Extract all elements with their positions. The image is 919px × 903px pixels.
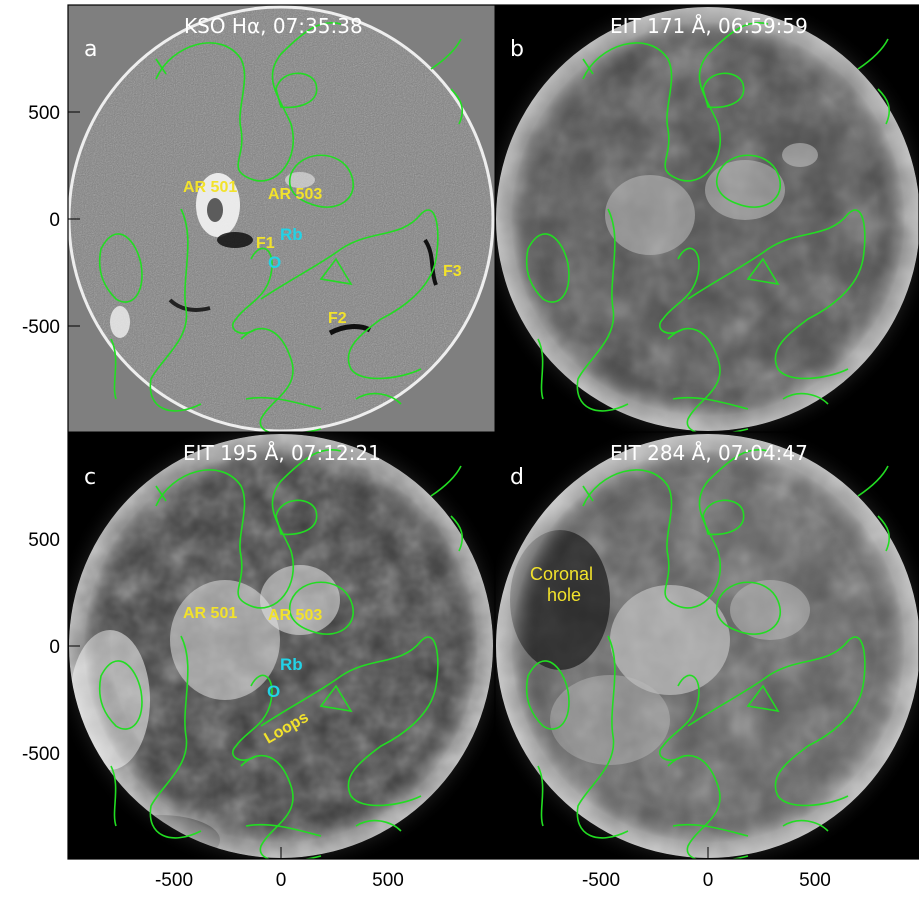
x-tick-neg500-right: -500	[582, 870, 620, 891]
panel-letter-c: c	[84, 465, 96, 490]
label-ar501-a: AR 501	[183, 179, 237, 196]
panel-letter-b: b	[510, 37, 524, 62]
label-rb-c: Rb	[280, 655, 303, 674]
panel-title-d: EIT 284 Å, 07:04:47	[610, 441, 808, 465]
panel-a: a KSO Hα, 07:35:38 AR 501 AR 503 F1 Rb O…	[68, 5, 495, 432]
x-tick-500-left: 500	[372, 870, 404, 891]
x-tick-500-right: 500	[799, 870, 831, 891]
y-tick-neg500-top: -500	[22, 317, 60, 338]
label-hole-d: hole	[547, 585, 581, 605]
y-tick-0-bottom: 0	[49, 637, 60, 658]
y-tick-500-bottom: 500	[28, 530, 60, 551]
panel-b: b EIT 171 Å, 06:59:59	[495, 5, 919, 432]
x-tick-0-left: 0	[276, 870, 287, 891]
label-o-c: O	[267, 682, 280, 701]
panel-c: c EIT 195 Å, 07:12:21 AR 501 AR 503 Rb O…	[68, 432, 495, 859]
label-coronal-d: Coronal	[530, 564, 593, 584]
label-o-a: O	[268, 253, 281, 272]
label-f2-a: F2	[328, 310, 347, 327]
axis-ticks	[68, 111, 816, 859]
y-tick-500-top: 500	[28, 103, 60, 124]
label-rb-a: Rb	[280, 225, 303, 244]
label-ar501-c: AR 501	[183, 605, 237, 622]
y-tick-neg500-bottom: -500	[22, 744, 60, 765]
x-tick-0-right: 0	[703, 870, 714, 891]
panel-letter-d: d	[510, 465, 524, 490]
panel-letter-a: a	[84, 37, 97, 62]
x-tick-neg500-left: -500	[155, 870, 193, 891]
label-f1-a: F1	[256, 235, 275, 252]
label-ar503-a: AR 503	[268, 186, 322, 203]
panel-title-c: EIT 195 Å, 07:12:21	[183, 441, 381, 465]
y-tick-0-top: 0	[49, 210, 60, 231]
label-f3-a: F3	[443, 263, 462, 280]
panel-title-a: KSO Hα, 07:35:38	[184, 14, 363, 38]
label-ar503-c: AR 503	[268, 607, 322, 624]
panel-d: d EIT 284 Å, 07:04:47 Coronal hole	[495, 432, 919, 859]
panel-title-b: EIT 171 Å, 06:59:59	[610, 14, 808, 38]
